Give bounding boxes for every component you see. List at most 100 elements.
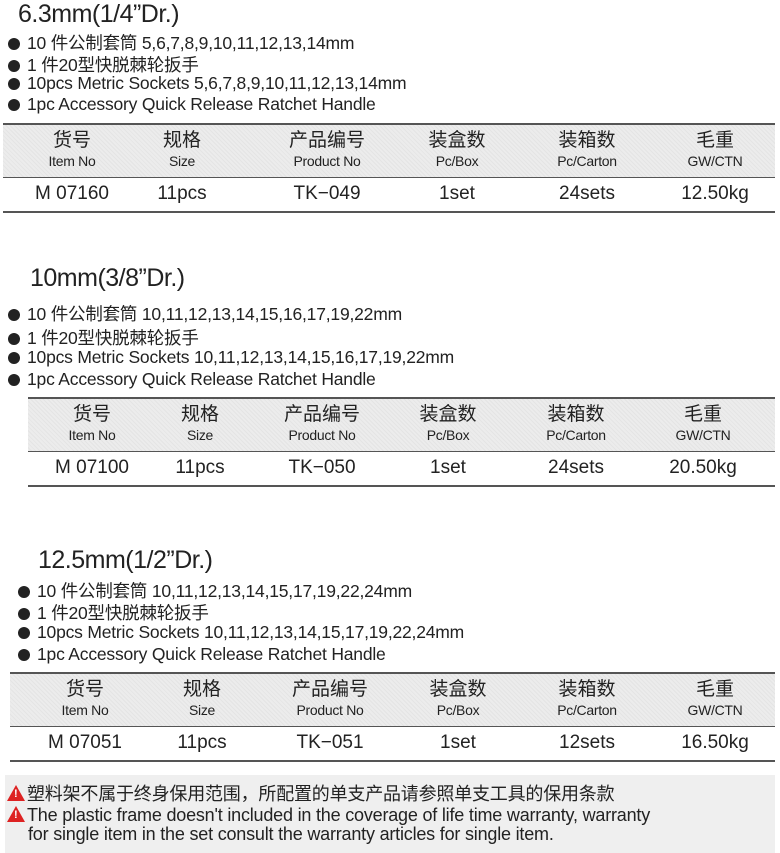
bullet-icon [8,333,20,345]
header-zh: 装盒数 [429,679,487,700]
table-cell: 24sets [559,183,615,204]
table-cell: 20.50kg [669,457,737,478]
bullet-icon [8,38,20,50]
table-row: M 07100 11pcs TK−050 1set 24sets 20.50kg [28,451,775,487]
header-en: Product No [293,153,361,169]
table-row: M 07051 11pcs TK−051 1set 12sets 16.50kg [10,726,775,762]
note-en-line1: The plastic frame doesn't included in th… [27,805,651,825]
header-en: GW/CTN [687,153,743,169]
bullet-item: 1pc Accessory Quick Release Ratchet Hand… [8,94,376,115]
header-en: Item No [61,702,109,718]
bullet-text: 10 件公制套筒 5,6,7,8,9,10,11,12,13,14mm [27,33,355,53]
header-en: Pc/Carton [557,153,617,169]
bullet-item: 1 件20型快脱棘轮扳手 [18,600,209,625]
bullet-text: 1pc Accessory Quick Release Ratchet Hand… [27,94,376,114]
table-row: M 07160 11pcs TK−049 1set 24sets 12.50kg [3,177,775,213]
column-header: 规格 Size [163,130,201,170]
header-en: Size [168,153,196,169]
header-en: Item No [68,427,116,443]
bullet-item: 1 件20型快脱棘轮扳手 [8,325,199,350]
table-cell: 1set [440,732,476,753]
header-zh: 规格 [180,404,220,425]
column-header: 规格 Size [183,679,221,719]
bullet-icon [8,374,20,386]
table-cell: M 07160 [35,183,109,204]
header-en: GW/CTN [687,702,743,718]
section-title: 12.5mm(1/2”Dr.) [38,546,213,574]
table-cell: M 07051 [48,732,122,753]
column-header: 装盒数 Pc/Box [419,404,476,444]
table-header: 货号 Item No 规格 Size 产品编号 Product No 装盒数 Pc/Box 装箱… [28,397,775,452]
bullet-text: 1 件20型快脱棘轮扳手 [27,328,199,348]
table-cell: 24sets [548,457,604,478]
header-en: Pc/Carton [546,427,606,443]
table-header: 货号 Item No 规格 Size 产品编号 Product No 装盒数 Pc/Box 装箱… [10,672,775,727]
table-cell: TK−049 [293,183,361,204]
section-title: 6.3mm(1/4”Dr.) [18,0,180,28]
bullet-text: 10pcs Metric Sockets 5,6,7,8,9,10,11,12,… [27,73,407,93]
bullet-icon [18,627,30,639]
table-cell: 1set [439,183,475,204]
bullet-icon [8,99,20,111]
bullet-text: 10 件公制套筒 10,11,12,13,14,15,16,17,19,22mm [27,304,402,324]
bullet-icon [18,608,30,620]
table-cell: 11pcs [175,457,225,478]
header-zh: 产品编号 [288,130,366,151]
header-zh: 货号 [65,679,105,700]
bullet-item: 10pcs Metric Sockets 10,11,12,13,14,15,1… [18,622,464,643]
header-en: Pc/Carton [557,702,617,718]
bullet-item: 10pcs Metric Sockets 10,11,12,13,14,15,1… [8,347,454,368]
header-zh: 产品编号 [291,679,369,700]
column-header: 产品编号 Product No [292,679,368,719]
bullet-item: 10 件公制套筒 5,6,7,8,9,10,11,12,13,14mm [8,30,354,55]
bullet-item: 1pc Accessory Quick Release Ratchet Hand… [18,644,386,665]
warning-triangle-icon [7,806,25,822]
header-zh: 装箱数 [558,130,616,151]
table-header: 货号 Item No 规格 Size 产品编号 Product No 装盒数 Pc/Box 装箱… [3,123,775,178]
table-cell: 16.50kg [681,732,749,753]
header-zh: 装盒数 [419,404,477,425]
header-en: Product No [288,427,356,443]
bullet-item: 1pc Accessory Quick Release Ratchet Hand… [8,369,376,390]
table-cell: 1set [430,457,466,478]
bullet-icon [8,309,20,321]
header-en: Size [188,702,216,718]
column-header: 装盒数 Pc/Box [428,130,485,170]
bullet-item: 10 件公制套筒 10,11,12,13,14,15,16,17,19,22mm [8,301,402,326]
note-en-line2: for single item in the set consult the w… [28,824,554,844]
column-header: 装盒数 Pc/Box [429,679,486,719]
bullet-text: 10pcs Metric Sockets 10,11,12,13,14,15,1… [37,622,465,642]
table-cell: 11pcs [157,183,207,204]
header-en: Pc/Box [436,702,480,718]
bullet-text: 1 件20型快脱棘轮扳手 [37,603,209,623]
column-header: 货号 Item No [69,404,116,444]
bullet-icon [8,60,20,72]
note-zh: 塑料架不属于终身保用范围，所配置的单支产品请参照单支工具的保用条款 [27,784,615,804]
header-en: Size [186,427,214,443]
header-en: Product No [296,702,364,718]
header-zh: 货号 [72,404,112,425]
column-header: 产品编号 Product No [289,130,365,170]
column-header: 产品编号 Product No [284,404,360,444]
section-title: 10mm(3/8”Dr.) [30,264,185,292]
warranty-note: 塑料架不属于终身保用范围，所配置的单支产品请参照单支工具的保用条款 The pl… [5,775,775,853]
bullet-item: 10 件公制套筒 10,11,12,13,14,15,17,19,22,24mm [18,578,412,603]
bullet-text: 1pc Accessory Quick Release Ratchet Hand… [37,644,386,664]
header-zh: 装箱数 [547,404,605,425]
bullet-icon [18,649,30,661]
column-header: 规格 Size [181,404,219,444]
column-header: 毛重 GW/CTN [676,404,731,444]
table-cell: TK−050 [288,457,356,478]
header-en: GW/CTN [675,427,731,443]
table-cell: 11pcs [177,732,227,753]
column-header: 装箱数 Pc/Carton [557,130,617,170]
bullet-icon [8,352,20,364]
column-header: 毛重 GW/CTN [688,130,743,170]
bullet-icon [8,78,20,90]
column-header: 毛重 GW/CTN [688,679,743,719]
header-zh: 毛重 [683,404,722,425]
header-zh: 毛重 [695,130,734,151]
table-cell: 12.50kg [681,183,749,204]
header-en: Item No [48,153,96,169]
table-cell: TK−051 [296,732,364,753]
